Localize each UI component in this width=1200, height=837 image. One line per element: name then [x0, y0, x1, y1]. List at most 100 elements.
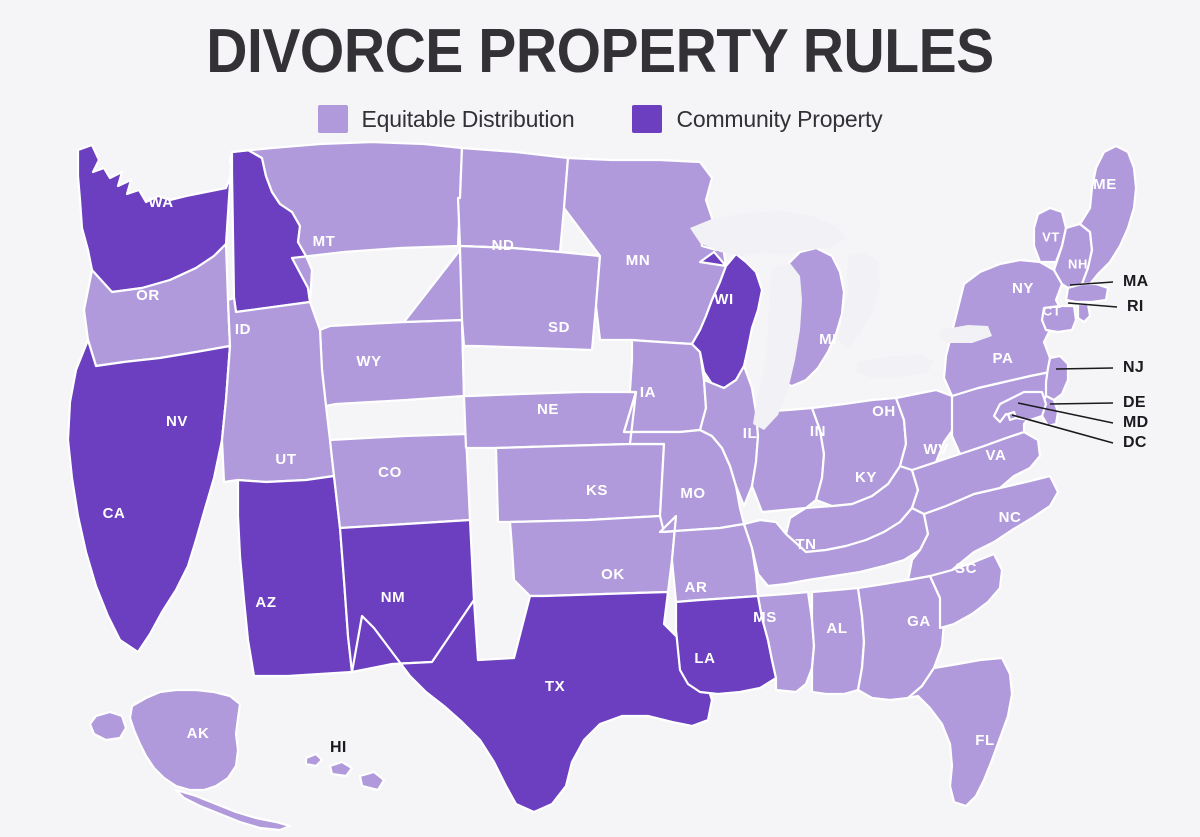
state-hi[interactable]	[304, 752, 324, 768]
state-ar[interactable]	[658, 514, 760, 604]
leader-line-ri	[1067, 302, 1118, 308]
state-fl[interactable]	[906, 656, 1014, 808]
state-label-pa: PA	[993, 350, 1014, 367]
callout-label-de: DE	[1123, 394, 1146, 411]
state-label-me: ME	[1093, 176, 1117, 193]
state-oh[interactable]	[810, 396, 908, 508]
state-label-al: AL	[826, 620, 847, 637]
great-lakes-layer	[690, 211, 992, 430]
state-la[interactable]	[674, 594, 778, 696]
legend-label-equitable: Equitable Distribution	[361, 105, 575, 132]
state-label-wa: WA	[148, 194, 173, 211]
lake-michigan	[753, 263, 802, 430]
state-label-ar: AR	[685, 579, 708, 596]
state-label-ut: UT	[275, 451, 296, 468]
state-label-mn: MN	[626, 252, 651, 269]
state-label-wv: WV	[923, 441, 948, 458]
legend-item-equitable[interactable]: Equitable Distribution	[317, 105, 575, 133]
state-label-ct: CT	[1043, 303, 1062, 318]
legend: Equitable Distribution Community Propert…	[0, 105, 1200, 133]
lake-huron	[838, 252, 880, 348]
state-ms[interactable]	[756, 590, 816, 694]
state-label-wy: WY	[356, 353, 381, 370]
state-ma[interactable]	[1064, 282, 1110, 304]
state-label-ak: AK	[187, 725, 210, 742]
leader-line-nj	[1055, 367, 1114, 370]
state-label-nd: ND	[492, 237, 515, 254]
state-label-co: CO	[378, 464, 402, 481]
state-label-vt: VT	[1042, 229, 1060, 244]
state-label-nv: NV	[166, 413, 188, 430]
state-wv[interactable]	[894, 388, 960, 472]
state-label-ky: KY	[855, 469, 877, 486]
state-label-sc: SC	[955, 560, 977, 577]
state-tn[interactable]	[742, 506, 930, 588]
state-me[interactable]	[1078, 144, 1138, 286]
state-dc[interactable]	[1006, 410, 1018, 422]
state-ak[interactable]	[88, 710, 128, 742]
state-label-ny: NY	[1012, 280, 1034, 297]
state-label-ok: OK	[601, 566, 625, 583]
states-layer	[66, 140, 1138, 832]
legend-item-community[interactable]: Community Property	[632, 105, 883, 133]
state-label-va: VA	[986, 447, 1007, 464]
state-label-or: OR	[136, 287, 160, 304]
state-label-ia: IA	[640, 384, 656, 401]
state-ca[interactable]	[66, 338, 232, 654]
callout-label-hi: HI	[330, 739, 347, 756]
state-label-sd: SD	[548, 319, 570, 336]
state-label-mi: MI	[819, 331, 837, 348]
callout-label-ma: MA	[1123, 273, 1149, 290]
state-labels-layer: WA OR CA NV ID MT WY UT AZ CO NM ND SD NE KS OK TX MN IA MO…	[103, 176, 1117, 749]
state-hi2[interactable]	[328, 760, 354, 778]
page-title: DIVORCE PROPERTY RULES	[206, 17, 994, 86]
state-label-la: LA	[694, 650, 715, 667]
state-al[interactable]	[810, 586, 866, 696]
state-nc[interactable]	[906, 474, 1060, 582]
state-ak[interactable]	[128, 688, 242, 792]
state-mt[interactable]	[230, 140, 464, 304]
leader-line-de	[1049, 402, 1114, 405]
state-label-ms: MS	[753, 609, 777, 626]
state-co[interactable]	[328, 432, 472, 530]
lake-superior	[690, 211, 846, 256]
state-az[interactable]	[236, 474, 354, 678]
state-ny[interactable]	[942, 258, 1064, 398]
state-label-mo: MO	[680, 485, 705, 502]
state-label-in: IN	[810, 423, 826, 440]
leader-line-md	[1017, 402, 1114, 424]
state-label-il: IL	[743, 425, 758, 442]
callout-label-nj: NJ	[1123, 359, 1144, 376]
state-label-ca: CA	[103, 505, 126, 522]
state-ks[interactable]	[494, 442, 666, 524]
legend-label-community: Community Property	[676, 105, 883, 132]
callout-label-dc: DC	[1123, 434, 1147, 451]
state-tx[interactable]	[350, 590, 714, 814]
state-hi3[interactable]	[358, 770, 386, 792]
state-mo[interactable]	[622, 390, 746, 534]
state-label-nm: NM	[381, 589, 406, 606]
legend-swatch-equitable	[317, 105, 348, 133]
state-label-tx: TX	[545, 678, 565, 695]
leader-line-dc	[1011, 414, 1114, 444]
state-label-ks: KS	[586, 482, 608, 499]
state-label-nc: NC	[999, 509, 1022, 526]
state-label-ga: GA	[907, 613, 931, 630]
state-label-fl: FL	[975, 732, 995, 749]
legend-swatch-community	[632, 105, 663, 133]
state-callouts-layer: MA RI NJ DE MD DC HI	[330, 273, 1149, 756]
state-sc[interactable]	[928, 552, 1004, 630]
state-label-tn: TN	[795, 536, 816, 553]
state-sd[interactable]	[458, 244, 602, 352]
state-ct[interactable]	[1040, 304, 1078, 334]
state-ak[interactable]	[174, 788, 292, 832]
state-label-mt: MT	[313, 233, 336, 250]
state-ok[interactable]	[508, 514, 678, 598]
state-ia[interactable]	[622, 338, 708, 434]
state-wy[interactable]	[318, 318, 466, 408]
state-label-az: AZ	[255, 594, 276, 611]
state-nj[interactable]	[1044, 354, 1070, 402]
state-ri[interactable]	[1076, 302, 1092, 324]
